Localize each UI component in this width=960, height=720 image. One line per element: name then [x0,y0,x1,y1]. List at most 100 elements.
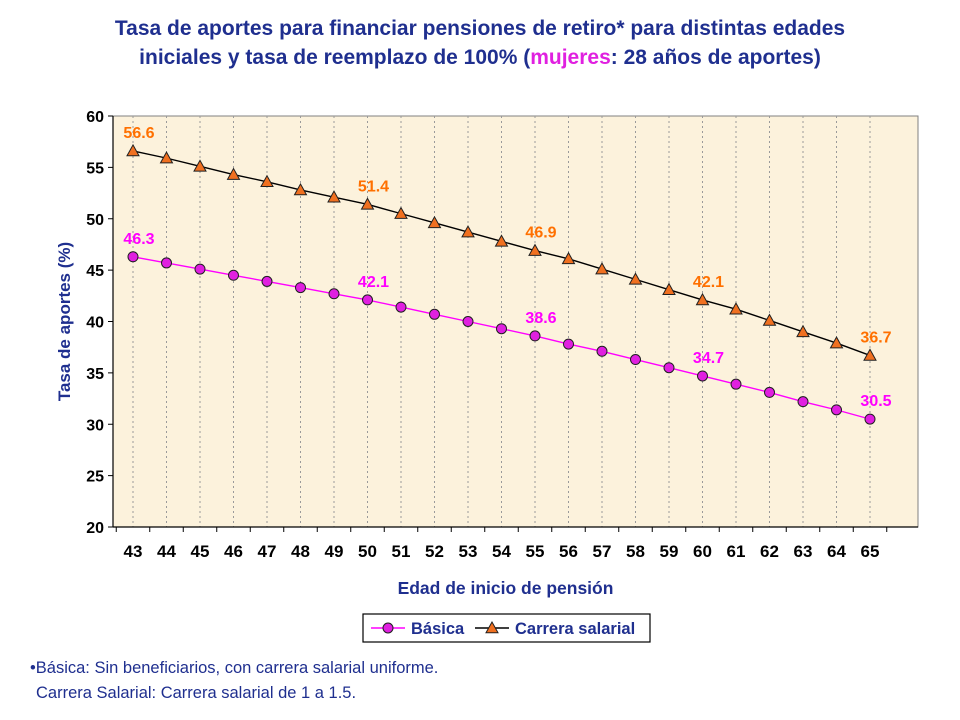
x-tick-label: 48 [291,542,310,561]
footnotes: •Básica: Sin beneficiarios, con carrera … [30,656,438,706]
data-point [261,275,273,287]
data-point [561,251,576,265]
legend-label: Básica [411,620,465,638]
data-point [161,257,172,269]
data-point [864,413,876,425]
x-tick-label: 47 [258,542,277,561]
data-label: 36.7 [860,329,891,346]
data-point [360,197,375,210]
title-line-2-end: : 28 años de aportes) [610,46,821,69]
x-tick-label: 57 [593,542,612,561]
data-label: 42.1 [693,274,724,291]
data-label: 56.6 [123,125,154,142]
title-line-2: iniciales y tasa de reemplazo de 100% (m… [20,43,940,72]
data-point [764,386,775,398]
y-tick-label: 40 [86,315,104,332]
y-tick-label: 30 [86,417,104,434]
data-point [293,182,308,196]
axes: 20 25 30 35 40 45 50 55 60 43 44 45 46 47 48 49 50 51 52 53… [86,109,918,561]
x-tick-label: 44 [157,542,176,561]
x-tick-label: 54 [492,542,511,561]
data-point [796,324,810,338]
legend: Básica Carrera salarial [362,613,651,643]
legend-item-basica: Básica [371,620,465,638]
data-point [730,378,742,390]
x-tick-label: 62 [760,542,779,561]
y-tick-label: 25 [86,469,104,486]
data-point [595,262,609,275]
x-tick-label: 49 [325,542,344,561]
data-point [126,143,140,157]
y-tick-label: 45 [86,263,104,280]
data-label: 30.5 [860,393,891,410]
x-tick-label: 61 [727,542,746,561]
x-tick-label: 53 [459,542,478,561]
data-point [395,301,407,313]
data-point [762,313,777,326]
footnote-carrera: Carrera Salarial: Carrera salarial de 1 … [36,684,357,702]
data-point [462,316,474,327]
title-highlight: mujeres [530,46,611,69]
x-tick-label: 60 [693,542,712,561]
data-point [529,330,541,342]
x-tick-label: 64 [827,542,846,561]
data-point [729,302,743,315]
x-tick-label: 45 [191,542,210,561]
data-point [362,294,373,306]
data-point [494,234,509,247]
data-point [528,243,542,256]
x-axis-label: Edad de inicio de pensión [398,578,614,598]
title-line-2-start: iniciales y tasa de reemplazo de 100% ( [139,46,531,69]
data-point [226,167,241,180]
x-tick-label: 56 [559,542,578,561]
data-point [563,338,574,350]
data-label: 42.1 [358,274,389,291]
y-tick-label: 20 [86,520,104,537]
legend-item-carrera-salarial: Carrera salarial [475,620,635,638]
title-line-1: Tasa de aportes para financiar pensiones… [114,17,846,40]
x-tick-label: 46 [224,542,243,561]
data-labels: 46.3 42.1 38.6 34.7 30.5 56.6 51.4 46.9 42.1 36.7 [123,125,891,410]
x-tick-label: 51 [392,542,411,561]
x-tick-label: 58 [626,542,645,561]
series-layer [126,143,877,425]
legend-items: Básica Carrera salarial [371,620,635,638]
y-tick-label: 50 [86,212,104,229]
y-axis-label: Tasa de aportes (%) [55,242,74,401]
data-point [695,292,710,306]
data-point [127,251,139,263]
data-label: 34.7 [693,350,724,367]
data-label: 38.6 [525,310,556,327]
legend-label: Carrera salarial [515,620,635,638]
data-point [496,323,507,335]
data-point [596,345,608,357]
data-point [831,404,842,416]
data-point [663,362,675,374]
data-point [461,225,475,238]
data-point [628,272,643,285]
data-point [427,215,442,229]
x-tick-label: 59 [660,542,679,561]
y-tick-label: 55 [86,160,104,177]
x-tick-label: 43 [124,542,143,561]
x-tick-label: 50 [358,542,377,561]
data-point [630,354,641,366]
data-point [429,308,440,320]
data-point [194,263,206,275]
data-label: 46.3 [123,231,154,248]
data-point [662,282,676,295]
chart-title: Tasa de aportes para financiar pensiones… [20,14,940,72]
data-point [394,206,408,219]
data-point [829,336,844,349]
series-carrera-salarial [126,143,877,361]
plot-area [112,115,919,528]
y-tick-label: 60 [86,109,104,126]
data-point [697,370,708,382]
x-tick-label: 63 [794,542,813,561]
footnote-basica: •Básica: Sin beneficiarios, con carrera … [30,659,439,677]
data-point [228,269,239,281]
data-label: 51.4 [358,178,389,195]
x-tick-label: 55 [526,542,545,561]
y-tick-label: 35 [86,366,104,383]
